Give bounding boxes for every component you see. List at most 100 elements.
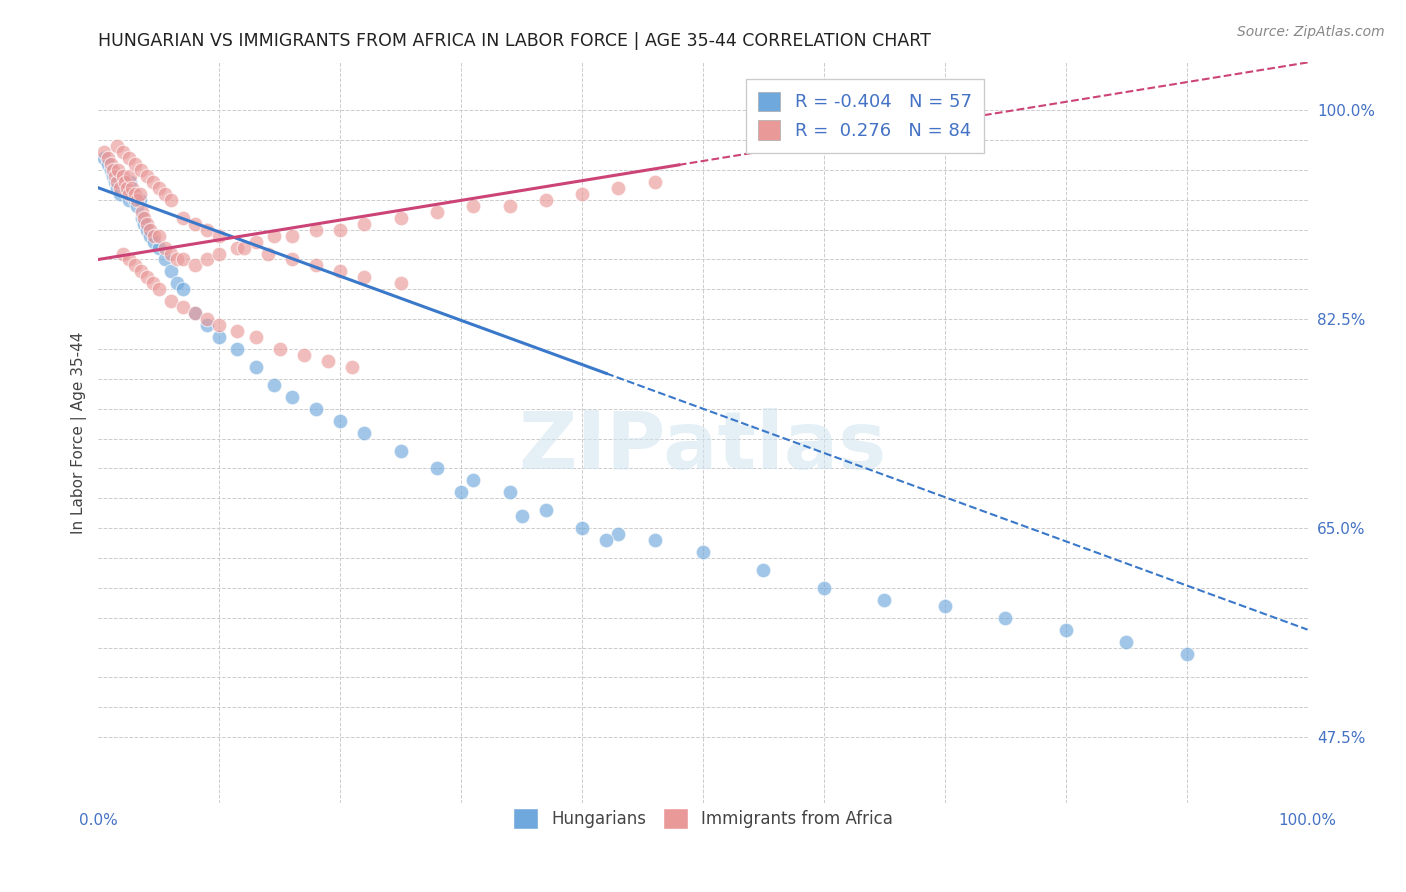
Point	[463, 474, 485, 488]
Point	[208, 246, 231, 260]
Point	[245, 235, 267, 249]
Point	[813, 581, 835, 595]
Point	[100, 162, 122, 177]
Point	[934, 599, 956, 613]
Point	[128, 193, 150, 207]
Point	[127, 193, 149, 207]
Point	[117, 186, 139, 201]
Point	[131, 204, 153, 219]
Point	[292, 348, 315, 362]
Point	[389, 277, 412, 291]
Point	[118, 151, 141, 165]
Point	[263, 377, 285, 392]
Point	[139, 222, 162, 236]
Point	[353, 217, 375, 231]
Point	[111, 169, 134, 183]
Point	[172, 300, 194, 314]
Point	[160, 246, 183, 260]
Point	[97, 151, 120, 165]
Point	[134, 211, 156, 225]
Point	[1175, 647, 1198, 661]
Point	[108, 181, 131, 195]
Point	[245, 359, 267, 374]
Point	[281, 390, 304, 404]
Point	[184, 306, 207, 320]
Legend: Hungarians, Immigrants from Africa: Hungarians, Immigrants from Africa	[506, 802, 900, 835]
Point	[111, 175, 134, 189]
Point	[143, 235, 166, 249]
Point	[389, 443, 412, 458]
Text: HUNGARIAN VS IMMIGRANTS FROM AFRICA IN LABOR FORCE | AGE 35-44 CORRELATION CHART: HUNGARIAN VS IMMIGRANTS FROM AFRICA IN L…	[98, 32, 931, 50]
Text: Source: ZipAtlas.com: Source: ZipAtlas.com	[1237, 25, 1385, 39]
Point	[269, 342, 291, 356]
Point	[160, 193, 183, 207]
Point	[105, 139, 128, 153]
Point	[114, 181, 136, 195]
Point	[607, 181, 630, 195]
Point	[93, 145, 115, 159]
Point	[226, 240, 249, 255]
Point	[184, 306, 207, 320]
Point	[263, 228, 285, 243]
Point	[105, 175, 128, 189]
Point	[353, 270, 375, 285]
Point	[172, 282, 194, 296]
Point	[135, 217, 157, 231]
Point	[208, 228, 231, 243]
Point	[510, 509, 533, 524]
Point	[281, 252, 304, 267]
Point	[160, 264, 183, 278]
Point	[139, 228, 162, 243]
Point	[426, 204, 449, 219]
Point	[208, 330, 231, 344]
Point	[93, 151, 115, 165]
Point	[118, 175, 141, 189]
Point	[135, 169, 157, 183]
Point	[118, 186, 141, 201]
Text: ZIPatlas: ZIPatlas	[519, 409, 887, 486]
Point	[195, 252, 218, 267]
Point	[107, 162, 129, 177]
Point	[124, 193, 146, 207]
Point	[104, 175, 127, 189]
Point	[226, 324, 249, 338]
Point	[131, 211, 153, 225]
Point	[305, 259, 328, 273]
Point	[463, 199, 485, 213]
Point	[172, 211, 194, 225]
Point	[148, 240, 170, 255]
Point	[692, 545, 714, 559]
Point	[195, 318, 218, 333]
Point	[1054, 623, 1077, 637]
Point	[534, 193, 557, 207]
Point	[498, 199, 520, 213]
Point	[1115, 634, 1137, 648]
Point	[184, 259, 207, 273]
Point	[226, 342, 249, 356]
Point	[329, 414, 352, 428]
Point	[143, 228, 166, 243]
Point	[153, 240, 176, 255]
Point	[752, 563, 775, 577]
Point	[129, 162, 152, 177]
Point	[595, 533, 617, 547]
Y-axis label: In Labor Force | Age 35-44: In Labor Force | Age 35-44	[72, 332, 87, 533]
Point	[607, 527, 630, 541]
Point	[305, 401, 328, 416]
Point	[281, 228, 304, 243]
Point	[172, 252, 194, 267]
Point	[353, 425, 375, 440]
Point	[195, 222, 218, 236]
Point	[644, 175, 666, 189]
Point	[127, 199, 149, 213]
Point	[426, 461, 449, 475]
Point	[571, 521, 593, 535]
Point	[135, 270, 157, 285]
Point	[114, 175, 136, 189]
Point	[105, 181, 128, 195]
Point	[124, 186, 146, 201]
Point	[389, 211, 412, 225]
Point	[450, 485, 472, 500]
Point	[111, 246, 134, 260]
Point	[118, 169, 141, 183]
